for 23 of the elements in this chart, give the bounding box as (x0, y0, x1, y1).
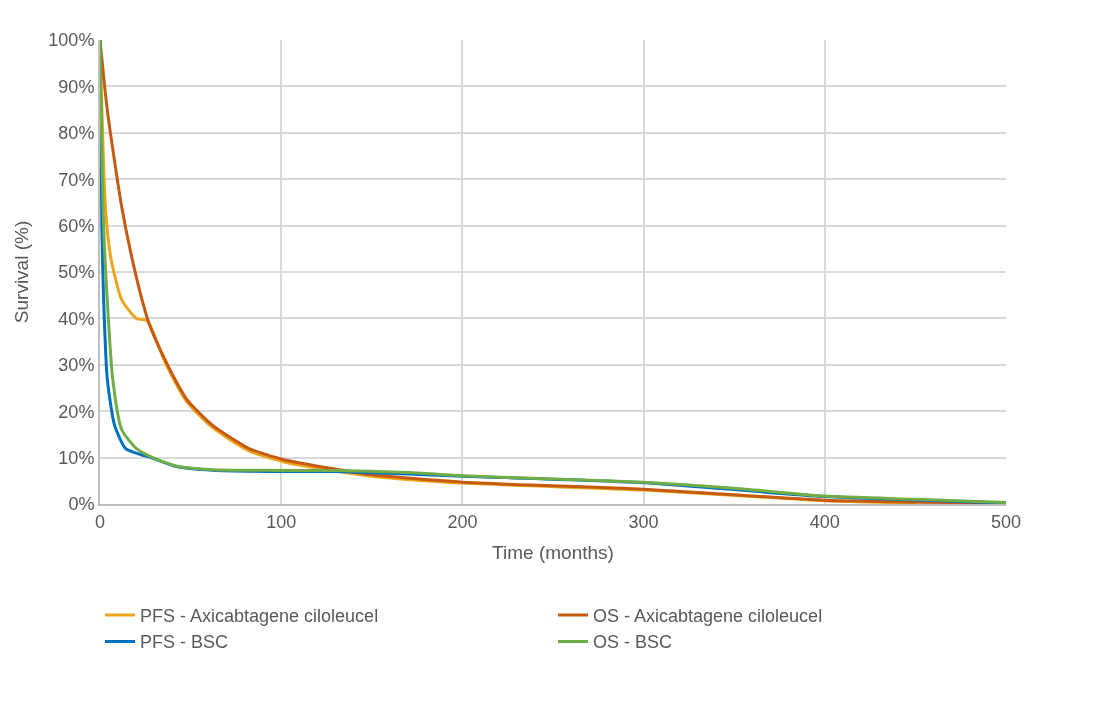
x-tick-label: 500 (990, 511, 1022, 532)
y-tick-label: 40% (58, 308, 95, 329)
y-tick-label: 20% (58, 401, 95, 422)
legend-label: OS - Axicabtagene ciloleucel (593, 606, 823, 627)
y-tick-label: 0% (68, 494, 95, 515)
y-tick-label: 10% (58, 447, 95, 468)
y-tick-label: 30% (58, 355, 95, 376)
y-tick-label: 50% (58, 262, 95, 283)
x-tick-label: 200 (447, 511, 478, 532)
y-tick-label: 70% (58, 169, 95, 190)
y-tick-label: 90% (58, 76, 95, 97)
x-tick-label: 100 (266, 511, 297, 532)
legend-label: PFS - BSC (140, 632, 229, 653)
y-tick-label: 80% (58, 123, 95, 144)
y-tick-label: 100% (48, 30, 95, 51)
y-tick-label: 60% (58, 215, 95, 236)
x-axis-title: Time (months) (492, 541, 614, 563)
y-axis-title: Survival (%) (10, 220, 32, 324)
legend-label: PFS - Axicabtagene ciloleucel (140, 606, 379, 627)
x-tick-label: 0 (94, 511, 106, 532)
legend-label: OS - BSC (593, 632, 673, 653)
x-tick-label: 400 (809, 511, 840, 532)
x-tick-label: 300 (628, 511, 659, 532)
